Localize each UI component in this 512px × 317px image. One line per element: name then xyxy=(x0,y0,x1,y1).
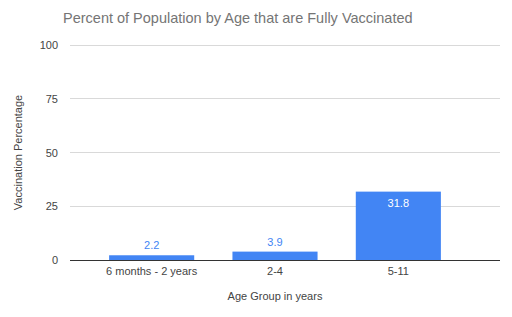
bars xyxy=(109,192,441,260)
x-axis-label: Age Group in years xyxy=(228,290,323,302)
grid xyxy=(70,45,500,260)
x-tick-label: 6 months - 2 years xyxy=(106,265,198,277)
x-tick-label: 2-4 xyxy=(267,265,283,277)
y-axis-label: Vaccination Percentage xyxy=(12,95,24,210)
data-label: 31.8 xyxy=(388,197,409,209)
data-label: 2.2 xyxy=(144,239,159,251)
page: {"chart_data": {"type": "bar", "title": … xyxy=(0,0,512,317)
y-tick-label: 50 xyxy=(46,147,58,159)
y-tick-label: 75 xyxy=(46,93,58,105)
y-tick-label: 100 xyxy=(40,39,58,51)
data-label: 3.9 xyxy=(267,236,282,248)
y-tick-label: 0 xyxy=(52,254,58,266)
title: Percent of Population by Age that are Fu… xyxy=(63,10,413,26)
bar xyxy=(109,255,194,260)
chart-container: Percent of Population by Age that are Fu… xyxy=(0,0,512,317)
x-tick-label: 5-11 xyxy=(388,265,409,277)
grid-line xyxy=(70,45,500,46)
bar xyxy=(232,252,317,260)
grid-line xyxy=(70,98,500,99)
grid-line xyxy=(70,152,500,153)
y-tick-label: 25 xyxy=(46,200,58,212)
chart-svg: Percent of Population by Age that are Fu… xyxy=(0,0,512,317)
bar xyxy=(356,192,441,260)
